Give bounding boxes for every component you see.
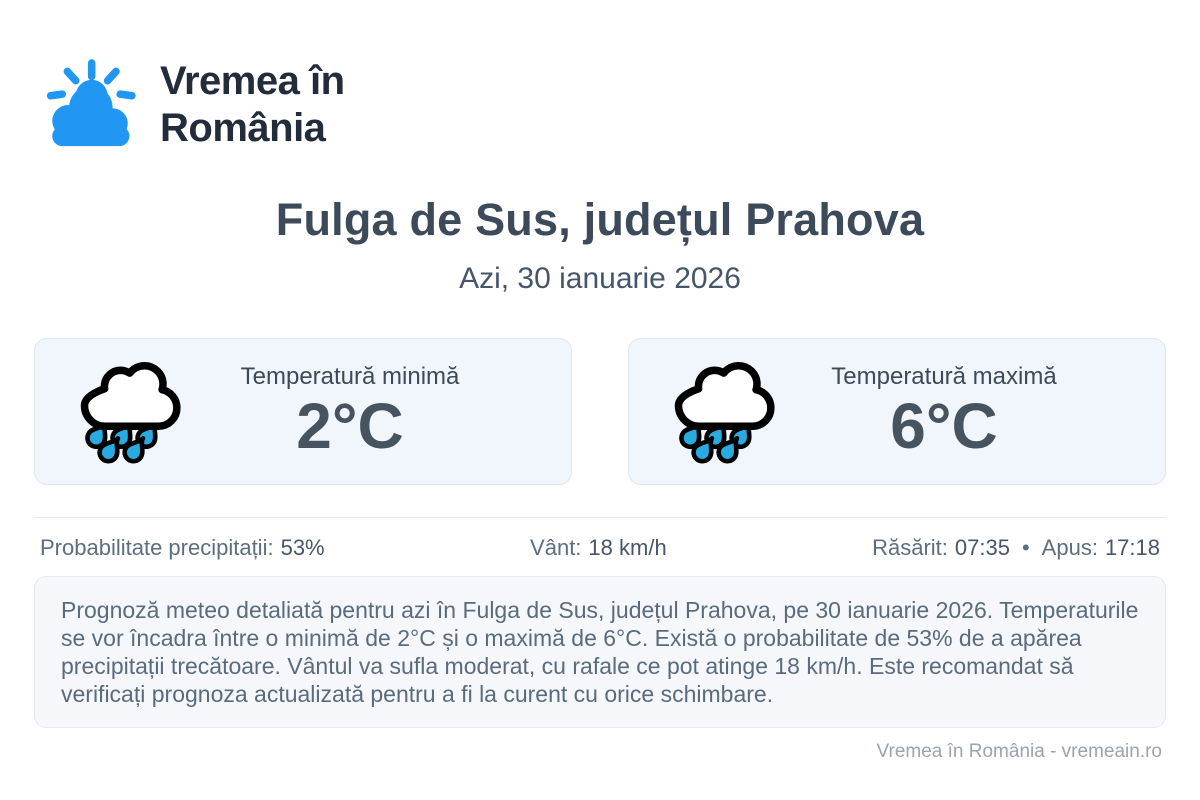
forecast-description: Prognoză meteo detaliată pentru azi în F… [34,576,1166,728]
min-temperature-label: Temperatură minimă [240,362,460,390]
precipitation-value: 53% [280,535,325,560]
max-temperature-label: Temperatură maximă [831,362,1057,390]
sunset-label: Apus: [1041,535,1098,560]
min-temperature-value: 2°C [296,389,404,462]
min-temperature-card: Temperatură minimă 2°C [34,338,572,485]
rain-cloud-icon [65,354,183,474]
sunrise-value: 07:35 [954,535,1010,560]
sun-times-stat: Răsărit: 07:35 • Apus: 17:18 [872,535,1160,561]
page-title: Fulga de Sus, județul Prahova [275,194,925,245]
precipitation-stat: Probabilitate precipitații: 53% [40,535,325,561]
brand-name-line2: România [160,106,326,150]
max-temperature-card: Temperatură maximă 6°C [628,338,1166,485]
precipitation-label: Probabilitate precipitații: [40,535,274,560]
min-temperature-text: Temperatură minimă 2°C [183,363,545,460]
rain-cloud-icon [659,354,777,474]
page-subtitle: Azi, 30 ianuarie 2026 [459,262,741,295]
brand-name-line1: Vremea în [160,58,345,103]
brand-header: Vremea în România [38,52,1166,158]
sun-cloud-logo-icon [38,52,142,158]
sunset-value: 17:18 [1104,535,1160,560]
dot-separator: • [1021,535,1030,560]
max-temperature-text: Temperatură maximă 6°C [777,363,1139,460]
brand-name: Vremea în România [160,58,345,152]
temperature-cards: Temperatură minimă 2°C Temperatură maxim… [34,338,1166,485]
sunrise-label: Răsărit: [872,535,948,560]
wind-stat: Vânt: 18 km/h [530,535,667,561]
footer-credit: Vremea în România - vremeain.ro [876,741,1162,762]
wind-value: 18 km/h [588,535,667,560]
max-temperature-value: 6°C [890,389,998,462]
wind-label: Vânt: [530,535,582,560]
stats-row: Probabilitate precipitații: 53% Vânt: 18 k… [34,517,1166,561]
